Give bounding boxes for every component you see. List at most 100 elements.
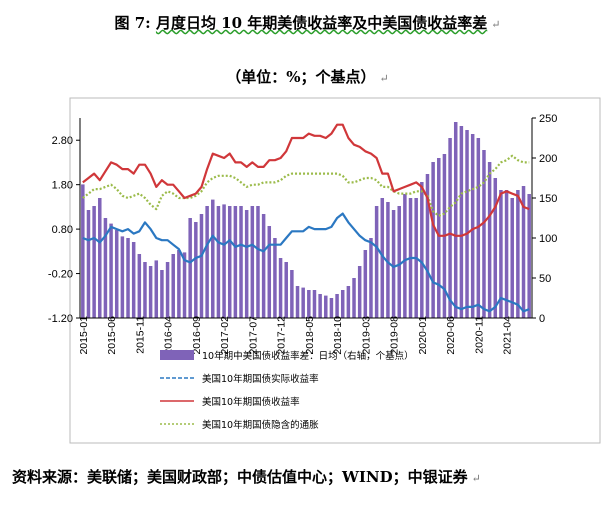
spread-bar — [154, 260, 159, 318]
spread-bar — [290, 270, 294, 318]
source-note: 资料来源：美联储；美国财政部；中债估值中心；WIND；中银证券 ↵ — [12, 466, 481, 487]
spread-bar — [86, 210, 91, 318]
spread-bar — [239, 206, 243, 318]
spread-bar — [510, 198, 514, 318]
x-tick-label: 2015-06 — [106, 316, 118, 355]
spread-bar — [216, 206, 221, 318]
x-tick-label: 2020-11 — [473, 316, 485, 354]
x-tick-label: 2018-05 — [304, 316, 316, 355]
real-yield-line — [82, 212, 530, 313]
spread-bar — [397, 206, 401, 318]
return-mark-3: ↵ — [471, 472, 481, 485]
spread-bar — [453, 122, 458, 318]
spread-bar — [516, 190, 520, 318]
legend: 10年期中美国债收益率差：日均（右轴，个基点） 美国10年期国债实际收益率美国10… — [160, 350, 414, 431]
spread-bar — [318, 294, 322, 318]
spread-bar — [425, 174, 430, 318]
x-tick-label: 2019-03 — [360, 316, 372, 355]
spread-bar — [261, 214, 266, 318]
spread-bar — [205, 206, 209, 318]
unit-text: （单位：%；个基点） — [226, 68, 376, 86]
spread-bar — [346, 286, 351, 318]
x-tick-label: 2018-10 — [332, 316, 344, 355]
spread-bar — [284, 262, 288, 318]
right-tick-label: 100 — [539, 233, 557, 245]
spread-bar — [222, 204, 226, 318]
line-series — [82, 123, 530, 313]
spread-bar — [120, 236, 125, 318]
x-tick-label: 2015-01 — [78, 316, 90, 355]
spread-bar — [487, 162, 492, 318]
x-tick-label: 2016-09 — [191, 316, 203, 355]
spread-bar — [340, 290, 345, 318]
spread-bar — [92, 206, 96, 318]
spread-bar — [437, 158, 441, 318]
legend-label: 美国10年期国债实际收益率 — [202, 373, 319, 385]
right-tick-label: 250 — [539, 113, 557, 125]
chart-svg: 2.80 1.80 0.80 -0.20 -1.20 250 200 150 100 50 0 2… — [48, 97, 601, 444]
left-tick-label: 1.80 — [52, 180, 73, 192]
left-tick-label: -0.20 — [48, 269, 73, 281]
right-tick-label: 0 — [539, 313, 545, 325]
spread-bar — [504, 190, 509, 318]
spread-bar — [307, 290, 311, 318]
spread-bar — [114, 230, 119, 318]
right-tick-label: 150 — [539, 193, 557, 205]
spread-bar — [211, 199, 215, 318]
spread-bar — [233, 206, 238, 318]
nominal-yield-line — [82, 123, 530, 237]
spread-bar — [177, 250, 181, 318]
spread-bar — [352, 278, 356, 318]
left-tick-label: -1.20 — [48, 313, 73, 325]
spread-bar — [126, 238, 130, 318]
x-tick-label: 2015-11 — [134, 316, 146, 354]
legend-label: 美国10年期国债收益率 — [202, 396, 300, 408]
x-tick-label: 2019-08 — [389, 316, 401, 355]
legend-label: 10年期中美国债收益率差：日均（右轴，个基点） — [202, 350, 414, 362]
spread-bar — [137, 254, 142, 318]
source-text: 资料来源：美联储；美国财政部；中债估值中心；WIND；中银证券 — [12, 468, 468, 486]
x-tick-label: 2017-07 — [247, 316, 259, 355]
spread-bar — [273, 238, 277, 318]
spread-bar — [493, 178, 498, 318]
spread-bar — [160, 270, 164, 318]
spread-bar — [470, 134, 475, 318]
spread-bar — [335, 294, 339, 318]
spread-bar — [459, 126, 464, 318]
spread-bar — [171, 254, 175, 318]
unit-caption: （单位：%；个基点） ↵ — [0, 66, 615, 87]
spread-bar — [312, 290, 317, 318]
spread-bar — [369, 238, 373, 318]
spread-bar — [527, 194, 531, 318]
return-mark-2: ↵ — [379, 72, 389, 85]
right-axis-ticks: 250 200 150 100 50 0 — [532, 113, 557, 325]
spread-bar — [250, 206, 255, 318]
spread-bar — [256, 206, 260, 318]
spread-bar — [403, 194, 407, 318]
spread-bar — [199, 214, 204, 318]
spread-bar — [420, 182, 424, 318]
chart-title: 图 7: 月度日均 10 年期美债收益率及中美国债收益率差 ↵ — [0, 12, 615, 33]
spread-bar — [244, 210, 249, 318]
x-tick-label: 2020-01 — [417, 316, 429, 355]
spread-bar — [386, 202, 390, 318]
spread-bar — [521, 186, 526, 318]
spread-bar — [188, 218, 192, 318]
spread-bar — [499, 190, 503, 318]
spread-bar — [448, 138, 452, 318]
left-axis-ticks: 2.80 1.80 0.80 -0.20 -1.20 — [48, 135, 80, 325]
chart-frame — [69, 97, 601, 444]
x-tick-label: 2017-12 — [276, 316, 288, 355]
spread-bar — [103, 218, 108, 318]
spread-bar — [267, 226, 272, 318]
spread-bar — [165, 262, 170, 318]
spread-bar — [324, 295, 328, 318]
implied-inflation-line — [82, 154, 530, 217]
spread-bar — [148, 266, 153, 318]
spread-bar — [131, 242, 136, 318]
spread-bar — [363, 250, 368, 318]
spread-bar — [465, 130, 469, 318]
return-mark: ↵ — [491, 18, 501, 31]
spread-bar — [482, 150, 486, 318]
left-tick-label: 0.80 — [52, 224, 73, 236]
